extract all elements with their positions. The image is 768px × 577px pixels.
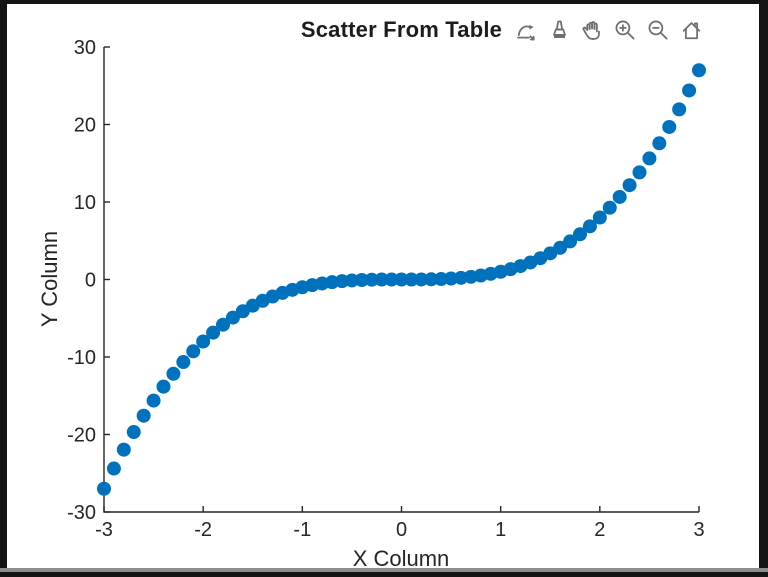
y-tick-label: 20 (74, 115, 96, 137)
brush-icon (552, 20, 566, 38)
pan-button[interactable] (578, 17, 606, 45)
data-point[interactable] (374, 272, 389, 287)
y-tick-label: 0 (85, 270, 96, 292)
data-point[interactable] (632, 165, 647, 180)
data-point[interactable] (216, 317, 230, 332)
pan-icon (582, 21, 600, 40)
y-tick-label: -20 (67, 425, 96, 447)
data-point[interactable] (186, 344, 201, 359)
data-point[interactable] (354, 272, 369, 287)
zoom-out-button[interactable] (644, 17, 672, 45)
data-point[interactable] (573, 227, 587, 242)
data-point[interactable] (225, 310, 240, 325)
y-tick-label: 30 (74, 37, 96, 59)
data-point[interactable] (97, 481, 111, 496)
y-tick-label: 10 (74, 192, 96, 214)
data-point[interactable] (106, 461, 121, 476)
data-point[interactable] (414, 272, 429, 287)
brush-button[interactable] (545, 17, 573, 45)
zoom-in-icon (615, 20, 635, 40)
home-icon (682, 22, 700, 40)
x-tick-label: -2 (194, 519, 212, 541)
data-point[interactable] (602, 200, 617, 215)
x-tick-label: 0 (396, 519, 407, 541)
restore-view-button[interactable] (677, 17, 705, 45)
x-tick-label: -1 (293, 519, 311, 541)
y-tick-label: -10 (67, 347, 96, 369)
data-point[interactable] (136, 408, 151, 423)
data-point[interactable] (553, 240, 568, 255)
data-point[interactable] (206, 325, 221, 340)
x-tick-label: -3 (95, 519, 113, 541)
data-point[interactable] (612, 189, 627, 204)
data-point[interactable] (364, 272, 379, 287)
y-tick-label: -30 (67, 502, 96, 524)
data-point[interactable] (652, 136, 667, 151)
data-point[interactable] (682, 83, 697, 98)
window-bottom-border (0, 568, 768, 572)
data-point[interactable] (662, 119, 677, 134)
x-tick-label: 2 (594, 519, 605, 541)
data-point[interactable] (563, 234, 578, 249)
data-point[interactable] (404, 272, 419, 287)
export-button[interactable] (512, 17, 540, 45)
zoom-out-icon (648, 20, 668, 40)
x-tick-label: 3 (693, 519, 704, 541)
data-point[interactable] (642, 151, 657, 166)
data-point[interactable] (394, 272, 409, 287)
data-point[interactable] (196, 334, 211, 349)
data-point[interactable] (434, 272, 449, 287)
data-point[interactable] (116, 442, 131, 457)
y-axis-label: Y Column (37, 231, 62, 327)
zoom-in-button[interactable] (611, 17, 639, 45)
data-point[interactable] (146, 393, 161, 408)
chart-title: Scatter From Table (300, 17, 503, 42)
scatter-points (97, 63, 706, 496)
data-point[interactable] (424, 272, 439, 287)
data-point[interactable] (692, 63, 706, 78)
data-point[interactable] (344, 273, 359, 288)
x-axis-label: X Column (353, 546, 450, 571)
data-point[interactable] (622, 178, 637, 193)
data-point[interactable] (582, 219, 597, 234)
data-point[interactable] (156, 379, 171, 394)
data-point[interactable] (592, 210, 607, 225)
data-point[interactable] (126, 425, 141, 440)
export-icon (516, 24, 535, 41)
data-point[interactable] (384, 272, 399, 287)
data-point[interactable] (166, 366, 181, 381)
x-tick-label: 1 (495, 519, 506, 541)
data-point[interactable] (672, 102, 687, 117)
axes-toolbar (512, 17, 705, 45)
data-point[interactable] (176, 355, 191, 370)
